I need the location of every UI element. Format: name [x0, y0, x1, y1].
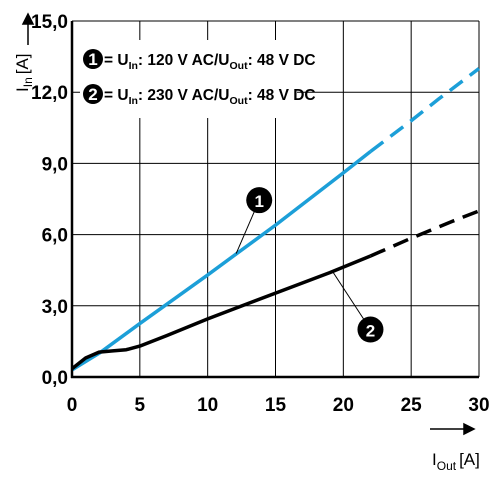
legend-label-2: = UIn: 230 V AC/UOut: 48 V DC	[104, 87, 316, 107]
x-tick-label: 5	[135, 395, 146, 416]
y-axis-label: IIn [A]	[13, 53, 35, 92]
x-tick-label: 15	[265, 395, 287, 416]
x-tick-label: 10	[197, 395, 218, 416]
legend-entry-1: 1 = UIn: 120 V AC/UOut: 48 V DC	[83, 49, 316, 72]
x-tick-label: 0	[67, 395, 78, 416]
x-axis-label: IOut [A]	[432, 450, 480, 473]
x-axis-label-sub: Out	[437, 459, 457, 473]
y-axis-label-main: I	[13, 87, 32, 92]
svg-text:IOut[A]: IOut [A]	[432, 450, 480, 473]
series-layer	[70, 67, 481, 372]
series-1-line-extrapolated	[369, 67, 481, 153]
legend-badge-1-label: 1	[88, 50, 97, 69]
y-axis-label-arrow-icon	[21, 12, 35, 45]
legend-box	[80, 40, 297, 118]
callout-2-label: 2	[366, 322, 375, 341]
y-tick-label: 0,0	[42, 368, 68, 389]
y-tick-label: 15,0	[31, 12, 68, 33]
y-tick-label: 12,0	[31, 83, 68, 104]
series-1-line	[71, 150, 372, 372]
callouts: 12	[235, 187, 384, 343]
legend-entry-2: 2 = UIn: 230 V AC/UOut: 48 V DC	[83, 84, 316, 107]
x-axis-label-unit: [A]	[459, 450, 480, 469]
x-axis-label-arrow-icon	[430, 422, 476, 436]
y-tick-label: 3,0	[42, 297, 68, 318]
x-tick-label: 20	[333, 395, 354, 416]
legend: 1 = UIn: 120 V AC/UOut: 48 V DC 2 = UIn:…	[80, 40, 316, 118]
callout-2-badge	[357, 316, 384, 343]
legend-badge-2	[83, 84, 103, 104]
legend-badge-1	[83, 49, 103, 69]
x-tick-label: 30	[468, 395, 489, 416]
x-tick-label: 25	[401, 395, 423, 416]
legend-label-1: = UIn: 120 V AC/UOut: 48 V DC	[104, 52, 316, 72]
legend-badge-2-label: 2	[88, 85, 97, 104]
svg-text:IIn[A]: IIn [A]	[13, 53, 35, 92]
axes	[70, 21, 479, 379]
callout-1-badge	[246, 187, 273, 214]
callout-1-label: 1	[254, 192, 263, 211]
y-axis-label-unit: [A]	[13, 53, 32, 74]
series-2-line	[70, 254, 372, 371]
tick-labels: 0 5 10 15 20 25 30 0,0 3,0 6,0 9,0 12,0 15,0	[31, 12, 490, 416]
x-axis-label-main: I	[432, 450, 437, 469]
series-2-line-extrapolated	[369, 209, 480, 258]
y-tick-label: 6,0	[42, 226, 68, 247]
y-tick-label: 9,0	[42, 154, 68, 175]
y-axis-label-sub: In	[21, 77, 35, 87]
